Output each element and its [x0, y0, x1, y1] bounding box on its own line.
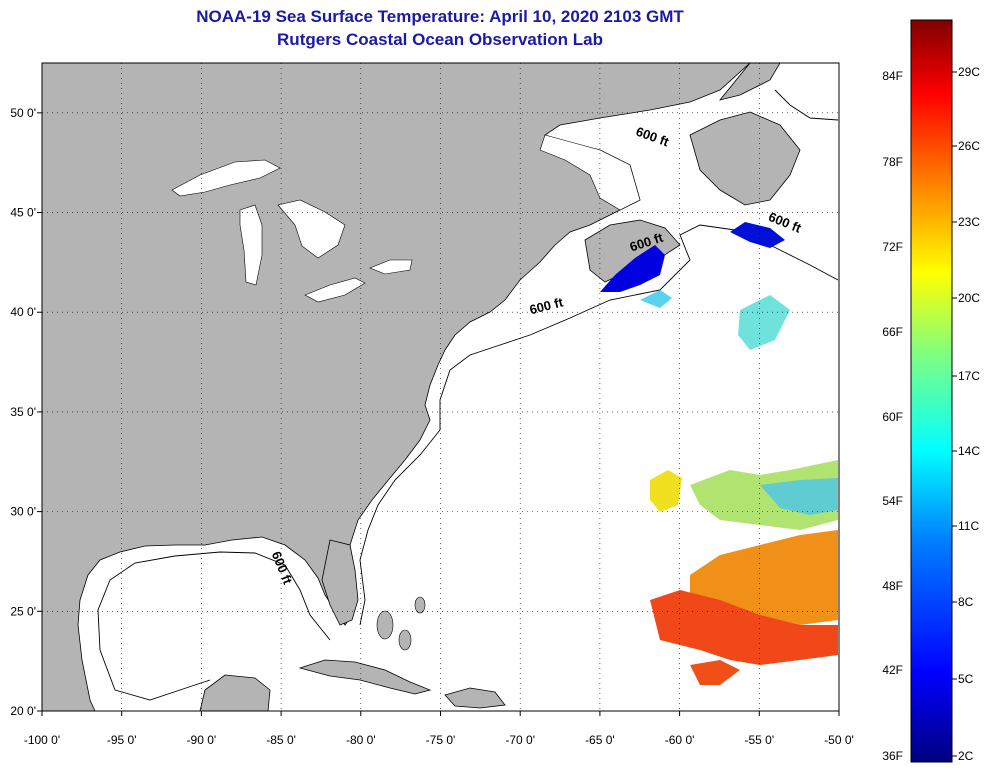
colorbar-fahrenheit-labels: 84F 78F 72F 66F 60F 54F 48F 42F 36F [882, 69, 903, 763]
colorbar-c-label: 17C [958, 369, 980, 383]
colorbar-c-label: 14C [958, 444, 980, 458]
sst-patch-nova-scotia-cold [730, 222, 785, 248]
land-yucatan [199, 674, 271, 711]
lake-ontario [369, 259, 413, 275]
colorbar-c-label: 20C [958, 291, 980, 305]
colorbar [910, 19, 953, 763]
colorbar-c-label: 26C [958, 139, 980, 153]
colorbar-f-label: 42F [882, 663, 903, 677]
lat-tick-label: 35 0' [10, 405, 36, 419]
colorbar-c-label: 23C [958, 215, 980, 229]
sst-patch-gulf-of-maine-cold [600, 245, 665, 292]
lon-tick-label: -65 0' [585, 733, 615, 747]
gulf-st-lawrence [539, 134, 641, 211]
lon-tick-label: -70 0' [505, 733, 535, 747]
sst-patch-shelf-cyan [640, 290, 672, 308]
lake-huron [277, 199, 346, 259]
lake-superior [171, 159, 281, 197]
land-bahamas-1 [376, 610, 394, 640]
colorbar-f-label: 60F [882, 410, 903, 424]
colorbar-f-label: 72F [882, 240, 903, 254]
lon-tick-label: -85 0' [266, 733, 296, 747]
lon-tick-label: -55 0' [744, 733, 774, 747]
colorbar-celsius-labels: 29C 26C 23C 20C 17C 14C 11C 8C 5C 2C [952, 65, 980, 763]
sst-patch-red-tail [690, 660, 740, 685]
colorbar-f-label: 36F [882, 749, 903, 763]
lon-tick-label: -100 0' [24, 733, 60, 747]
colorbar-c-label: 2C [958, 749, 974, 763]
lat-tick-label: 25 0' [10, 604, 36, 618]
longitude-tick-labels: -100 0' -95 0' -90 0' -85 0' -80 0' -75 0' -70… [24, 711, 854, 747]
lon-tick-label: -95 0' [107, 733, 137, 747]
latitude-tick-labels: 50 0' 45 0' 40 0' 35 0' 30 0' 25 0' 20 0' [10, 106, 42, 718]
lon-tick-label: -75 0' [426, 733, 456, 747]
colorbar-f-label: 54F [882, 494, 903, 508]
depth-contour-gulf [97, 551, 331, 701]
colorbar-c-label: 8C [958, 595, 974, 609]
colorbar-c-label: 29C [958, 65, 980, 79]
lat-tick-label: 45 0' [10, 206, 36, 220]
sst-patch-red-orange [650, 590, 838, 665]
graticule [42, 63, 839, 711]
sst-data [600, 222, 838, 685]
colorbar-f-label: 48F [882, 579, 903, 593]
colorbar-c-label: 11C [958, 519, 979, 533]
land-bahamas-3 [414, 596, 426, 614]
land-nova-scotia [584, 219, 681, 283]
land-bahamas-2 [398, 629, 412, 651]
lat-tick-label: 40 0' [10, 305, 36, 319]
colorbar-f-label: 84F [882, 69, 903, 83]
lon-tick-label: -60 0' [665, 733, 695, 747]
colorbar-f-label: 66F [882, 325, 903, 339]
lon-tick-label: -50 0' [824, 733, 854, 747]
map-subtitle: Rutgers Coastal Ocean Observation Lab [277, 30, 603, 49]
sst-patch-yellow [650, 470, 682, 512]
depth-contour-labrador [774, 89, 839, 121]
sst-patch-cyan-mix [760, 478, 838, 515]
lat-tick-label: 20 0' [10, 704, 36, 718]
land-hispaniola [444, 687, 506, 709]
lake-erie [304, 277, 366, 303]
lake-michigan [239, 204, 263, 286]
lon-tick-label: -90 0' [187, 733, 217, 747]
colorbar-c-label: 5C [958, 672, 974, 686]
lat-tick-label: 50 0' [10, 106, 36, 120]
colorbar-f-label: 78F [882, 155, 903, 169]
land-florida [321, 539, 359, 626]
land-labrador [718, 63, 781, 101]
lon-tick-label: -80 0' [346, 733, 376, 747]
land-cuba [298, 659, 432, 695]
map-title: NOAA-19 Sea Surface Temperature: April 1… [196, 7, 684, 26]
lat-tick-label: 30 0' [10, 505, 36, 519]
land-newfoundland [689, 111, 801, 206]
sst-patch-offshore-cyan [738, 295, 790, 350]
